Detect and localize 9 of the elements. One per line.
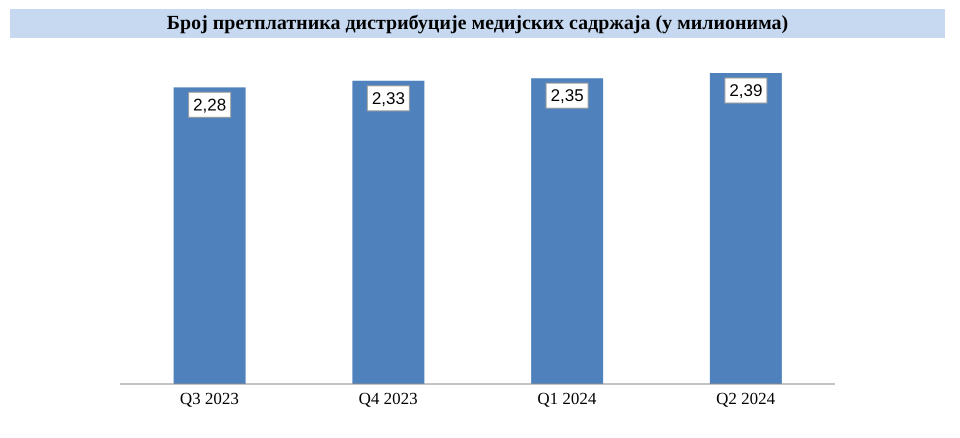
x-tick-label: Q2 2024 <box>716 389 776 408</box>
x-tick-label: Q1 2024 <box>537 389 597 408</box>
chart-title: Број претплатника дистрибуције медијских садржаја (у милионима) <box>10 9 945 38</box>
x-tick-label: Q4 2023 <box>358 389 418 408</box>
data-label: 2,28 <box>193 95 226 114</box>
data-label: 2,35 <box>550 86 584 106</box>
x-tick-label: Q3 2023 <box>180 389 239 408</box>
data-label: 2,33 <box>372 88 405 108</box>
data-label: 2,39 <box>729 81 762 100</box>
